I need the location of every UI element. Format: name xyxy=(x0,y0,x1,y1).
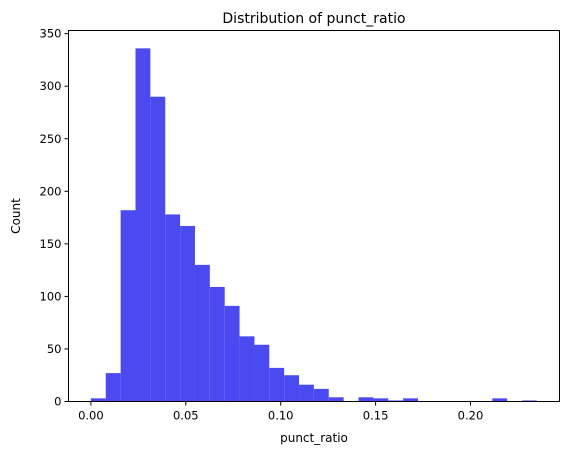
histogram-bar xyxy=(269,367,285,402)
y-tick-label: 150 xyxy=(40,237,62,251)
x-axis-ticks: 0.00 0.05 0.10 0.15 0.20 xyxy=(78,401,484,423)
y-tick-label: 0 xyxy=(54,395,61,409)
chart-title: Distribution of punct_ratio xyxy=(222,11,405,27)
plot-frame xyxy=(68,30,560,402)
histogram-bar xyxy=(388,400,404,402)
histogram-bar xyxy=(150,96,166,402)
y-tick-label: 250 xyxy=(40,132,62,146)
histogram-bar xyxy=(224,305,240,402)
histogram-bar xyxy=(239,336,255,402)
histogram-bar xyxy=(105,373,121,402)
histogram-bar xyxy=(120,210,136,402)
x-axis-label: punct_ratio xyxy=(280,431,348,445)
y-tick-label: 50 xyxy=(47,342,62,356)
y-tick-label: 200 xyxy=(40,184,62,198)
x-tick-label: 0.00 xyxy=(78,409,104,423)
histogram-bar xyxy=(90,398,106,402)
histogram-bar xyxy=(180,225,195,402)
histogram-bar xyxy=(328,397,344,402)
histogram-bar xyxy=(135,48,151,402)
x-tick-label: 0.20 xyxy=(458,409,484,423)
histogram-bar xyxy=(403,398,418,402)
y-axis-ticks: 0 50 100 150 200 250 300 350 xyxy=(40,27,69,409)
x-tick-label: 0.05 xyxy=(173,409,199,423)
y-tick-label: 100 xyxy=(40,289,62,303)
histogram-bar xyxy=(299,384,314,402)
x-tick-label: 0.10 xyxy=(268,409,294,423)
bars-group xyxy=(90,48,537,402)
x-tick-label: 0.15 xyxy=(363,409,389,423)
histogram-bar xyxy=(284,375,300,402)
histogram-bar xyxy=(194,264,210,402)
histogram-bar xyxy=(373,398,389,402)
y-tick-label: 350 xyxy=(40,27,62,41)
histogram-bar xyxy=(254,344,270,402)
histogram-bar xyxy=(165,214,181,402)
y-axis-label: Count xyxy=(9,198,23,234)
histogram-bar xyxy=(522,400,537,402)
y-tick-label: 300 xyxy=(40,79,62,93)
histogram-bar xyxy=(209,286,225,402)
histogram-bar xyxy=(492,398,508,402)
histogram-bar xyxy=(313,388,329,402)
histogram-bar xyxy=(358,397,374,402)
